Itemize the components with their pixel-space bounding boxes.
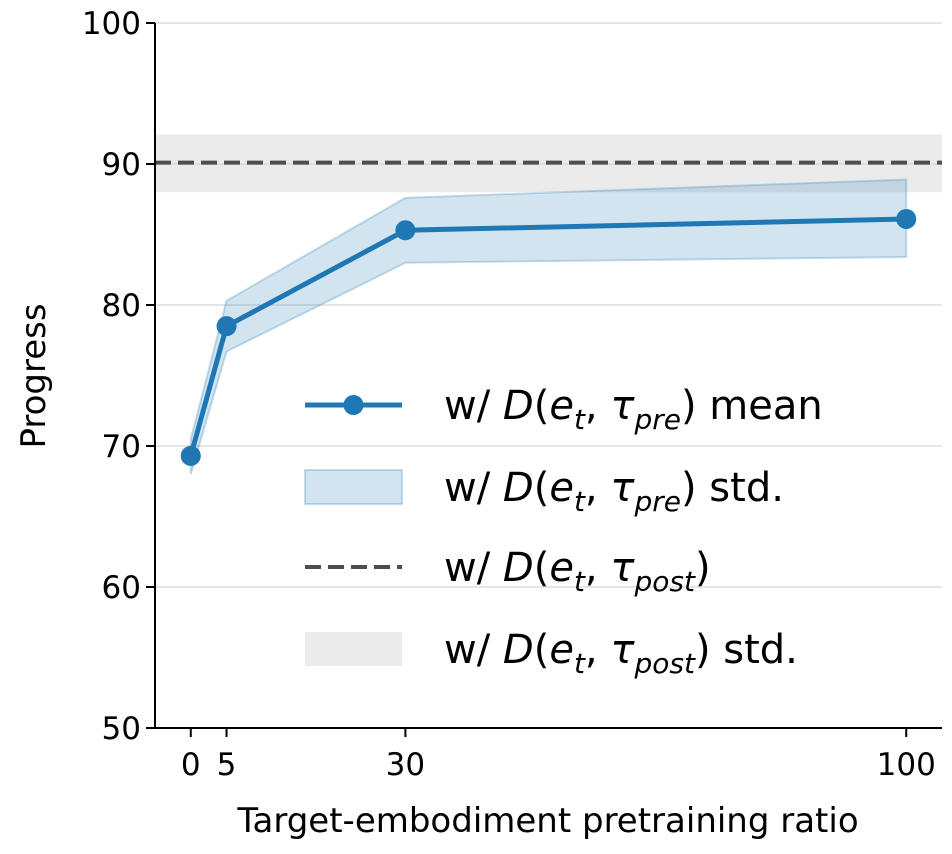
- axes: [146, 22, 942, 737]
- data-lines: [155, 160, 942, 466]
- grid-lines: [155, 22, 942, 729]
- y-tick-label-100: 100: [82, 6, 141, 42]
- y-tick-label-60: 60: [102, 570, 141, 606]
- legend-label-3: w/ D(et, τpost) std.: [444, 627, 798, 680]
- legend: w/ D(et, τpre) mean w/ D(et, τpre) std. w/…: [304, 383, 823, 680]
- y-tick-label-80: 80: [102, 288, 141, 324]
- pre-mean-point-100: [896, 208, 917, 229]
- x-tick-label-100: 100: [877, 747, 936, 783]
- pre-mean-point-5: [216, 316, 237, 337]
- y-tick-label-70: 70: [102, 429, 141, 465]
- y-axis-label: Progress: [14, 303, 54, 448]
- x-tick-label-5: 5: [217, 747, 237, 783]
- x-tick-label-0: 0: [181, 747, 201, 783]
- pre-std-band: [189, 178, 908, 475]
- legend-handle-pre-std: [304, 469, 403, 505]
- pre-mean-point-30: [395, 220, 416, 241]
- tick-labels: 50 60 70 80 90 100 0 5 30 100: [82, 6, 936, 783]
- pre-mean-line: [188, 216, 907, 457]
- x-tick-label-30: 30: [386, 747, 425, 783]
- x-axis-label: Target-embodiment pretraining ratio: [236, 801, 858, 841]
- legend-label-0: w/ D(et, τpre) mean: [444, 383, 823, 436]
- y-tick-label-90: 90: [102, 147, 141, 183]
- legend-handle-post-std: [305, 632, 402, 666]
- legend-label-2: w/ D(et, τpost): [444, 545, 711, 598]
- pre-mean-point-0: [180, 445, 201, 466]
- y-tick-label-50: 50: [102, 711, 141, 747]
- legend-label-1: w/ D(et, τpre) std.: [444, 465, 784, 518]
- legend-handle-mean-marker: [343, 395, 364, 415]
